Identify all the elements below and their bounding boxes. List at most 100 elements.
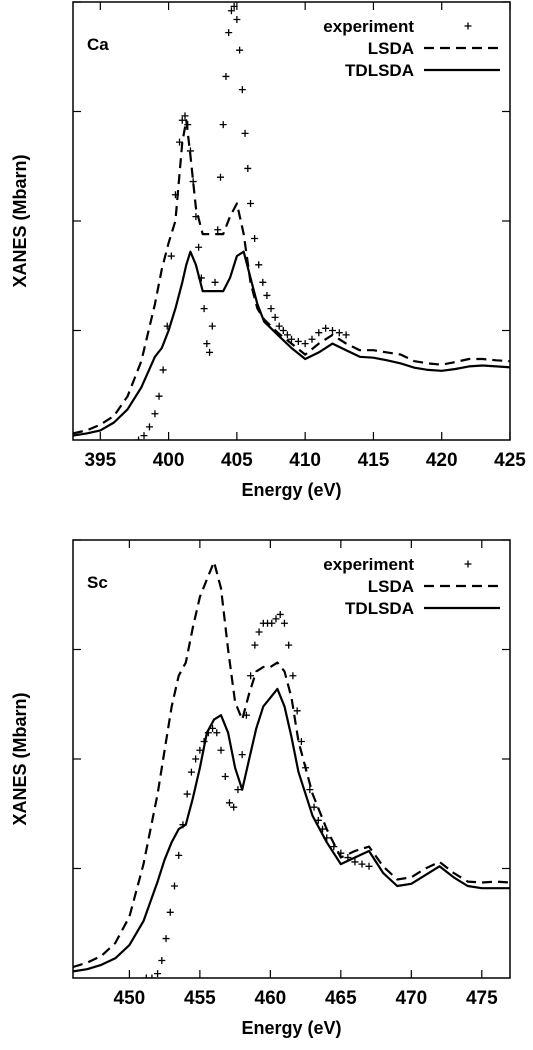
data-point <box>176 138 184 146</box>
legend-label-lsda: LSDA <box>368 39 414 58</box>
data-point <box>195 243 203 251</box>
data-point <box>255 261 263 269</box>
y-axis-title: XANES (Mbarn) <box>10 692 30 825</box>
data-point <box>293 707 301 715</box>
data-point <box>233 16 241 24</box>
x-tick-label: 415 <box>358 450 390 471</box>
legend-label-tdlsda: TDLSDA <box>345 61 414 80</box>
data-point <box>170 882 178 890</box>
x-tick-label: 410 <box>289 450 321 471</box>
y-axis-title: XANES (Mbarn) <box>10 154 30 287</box>
data-point <box>206 348 214 356</box>
plot-frame <box>72 539 511 979</box>
series-line-lsda <box>73 560 510 969</box>
data-point <box>251 641 259 649</box>
data-point <box>351 858 359 866</box>
data-point <box>297 737 305 745</box>
data-point <box>217 746 225 754</box>
data-point <box>162 935 170 943</box>
x-axis-title: Energy (eV) <box>241 1018 341 1038</box>
data-point <box>335 329 343 337</box>
panel-label: Sc <box>87 573 108 592</box>
data-point <box>289 672 297 680</box>
series-line-lsda <box>73 119 510 435</box>
legend: experiment LSDA TDLSDA <box>323 555 500 618</box>
plot-area <box>73 560 510 978</box>
data-point <box>175 851 183 859</box>
legend-marker-experiment <box>464 560 472 568</box>
legend-label-lsda: LSDA <box>368 577 414 596</box>
data-point <box>221 773 229 781</box>
legend-label-experiment: experiment <box>323 17 414 36</box>
data-point <box>267 305 275 313</box>
data-point <box>294 337 302 345</box>
data-point <box>268 619 276 627</box>
x-tick-label: 450 <box>114 988 146 1009</box>
data-point <box>308 335 316 343</box>
data-point <box>219 121 227 129</box>
data-point <box>275 322 283 330</box>
x-tick-label: 475 <box>466 988 498 1009</box>
data-point <box>263 291 271 299</box>
data-point <box>285 641 293 649</box>
data-point <box>158 956 166 964</box>
x-tick-label: 455 <box>184 988 216 1009</box>
x-tick-label: 465 <box>325 988 357 1009</box>
data-point <box>213 729 221 737</box>
legend-label-tdlsda: TDLSDA <box>345 599 414 618</box>
data-point <box>230 803 238 811</box>
x-tick-label: 395 <box>84 450 116 471</box>
data-point <box>280 619 288 627</box>
data-point <box>183 790 191 798</box>
plot-frame <box>72 1 511 441</box>
data-point <box>181 112 189 120</box>
plot-area <box>73 2 510 440</box>
data-point <box>241 129 249 137</box>
data-point <box>244 164 252 172</box>
data-point <box>225 29 233 37</box>
x-axis-title: Energy (eV) <box>241 480 341 500</box>
data-point <box>322 324 330 332</box>
data-point <box>272 615 280 623</box>
data-point <box>271 313 279 321</box>
data-point <box>140 432 148 440</box>
data-point <box>259 278 267 286</box>
data-point <box>230 2 238 10</box>
data-point <box>135 436 143 440</box>
data-point <box>166 908 174 916</box>
data-point <box>227 7 235 15</box>
data-point <box>234 786 242 794</box>
data-point <box>247 672 255 680</box>
x-tick-label: 425 <box>494 450 526 471</box>
legend-label-experiment: experiment <box>323 555 414 574</box>
series-experiment <box>135 2 350 440</box>
data-point <box>238 86 246 94</box>
data-point <box>306 786 314 794</box>
data-point <box>155 392 163 400</box>
series-experiment <box>142 610 373 978</box>
data-point <box>222 72 230 80</box>
x-tick-label: 460 <box>255 988 287 1009</box>
data-point <box>238 751 246 759</box>
data-point <box>225 799 233 807</box>
panel-sc: 450 455 460 465 470 475 Energy (eV) XANES (Mbar… <box>10 539 511 1038</box>
x-tick-label: 420 <box>426 450 458 471</box>
data-point <box>211 278 219 286</box>
data-point <box>192 755 200 763</box>
data-point <box>255 628 263 636</box>
data-point <box>216 173 224 181</box>
legend-marker-experiment <box>464 22 472 30</box>
data-point <box>288 335 295 343</box>
data-point <box>236 46 244 54</box>
data-point <box>310 803 318 811</box>
legend: experiment LSDA TDLSDA <box>323 17 500 80</box>
data-point <box>208 322 216 330</box>
data-point <box>178 116 186 124</box>
data-point <box>365 862 373 870</box>
data-point <box>148 974 156 978</box>
panel-ca: 395 400 405 410 415 420 425 Energy (eV) XANES (M… <box>10 1 526 500</box>
data-point <box>279 327 287 334</box>
data-point <box>159 366 167 374</box>
data-point <box>187 768 195 776</box>
